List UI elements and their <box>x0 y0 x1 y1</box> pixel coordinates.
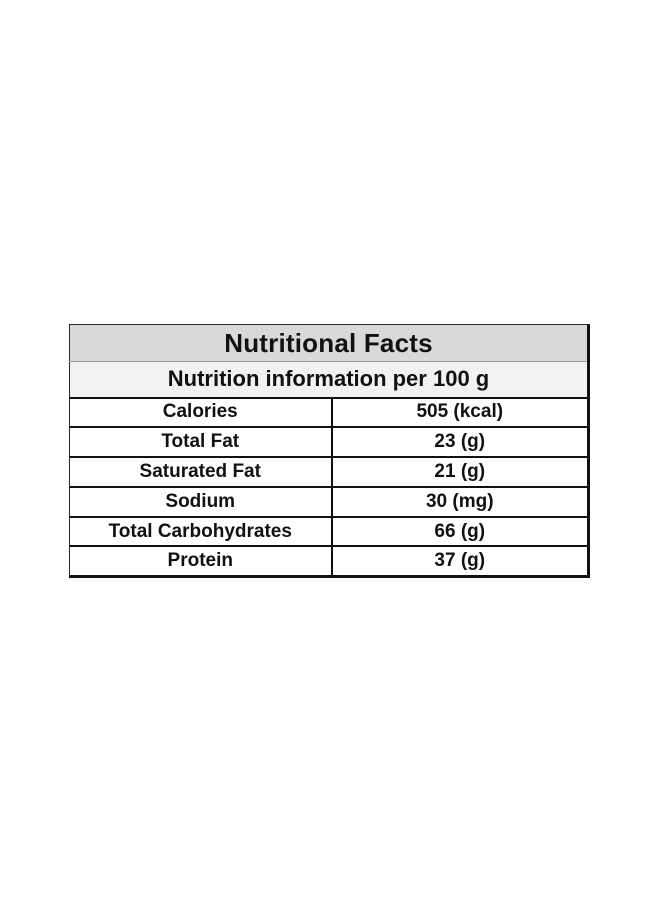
table-subtitle: Nutrition information per 100 g <box>69 361 589 399</box>
table-row: Calories 505 (kcal) <box>69 397 589 429</box>
nutrient-value: 66 (g) <box>331 516 589 548</box>
nutrient-value: 505 (kcal) <box>331 397 589 429</box>
table-row: Saturated Fat 21 (g) <box>69 457 589 488</box>
nutrient-value: 30 (mg) <box>331 486 589 518</box>
nutrient-name: Total Carbohydrates <box>69 516 333 548</box>
nutrient-name: Total Fat <box>69 427 333 459</box>
table-row: Sodium 30 (mg) <box>69 486 589 518</box>
table-subtitle-row: Nutrition information per 100 g <box>69 361 589 399</box>
nutrient-name: Sodium <box>69 486 333 518</box>
nutrition-facts-table: Nutritional Facts Nutrition information … <box>69 324 590 578</box>
nutrient-name: Protein <box>69 546 333 577</box>
table-title-row: Nutritional Facts <box>69 324 589 362</box>
nutrient-value: 21 (g) <box>331 457 589 488</box>
table-row: Protein 37 (g) <box>69 546 589 577</box>
nutrient-name: Calories <box>69 397 333 429</box>
table-title: Nutritional Facts <box>69 324 589 362</box>
nutrient-value: 37 (g) <box>434 550 486 572</box>
table-row: Total Fat 23 (g) <box>69 427 589 459</box>
nutrient-value: 23 (g) <box>331 427 589 459</box>
nutrient-name: Saturated Fat <box>69 457 333 488</box>
table-row: Total Carbohydrates 66 (g) <box>69 516 589 548</box>
